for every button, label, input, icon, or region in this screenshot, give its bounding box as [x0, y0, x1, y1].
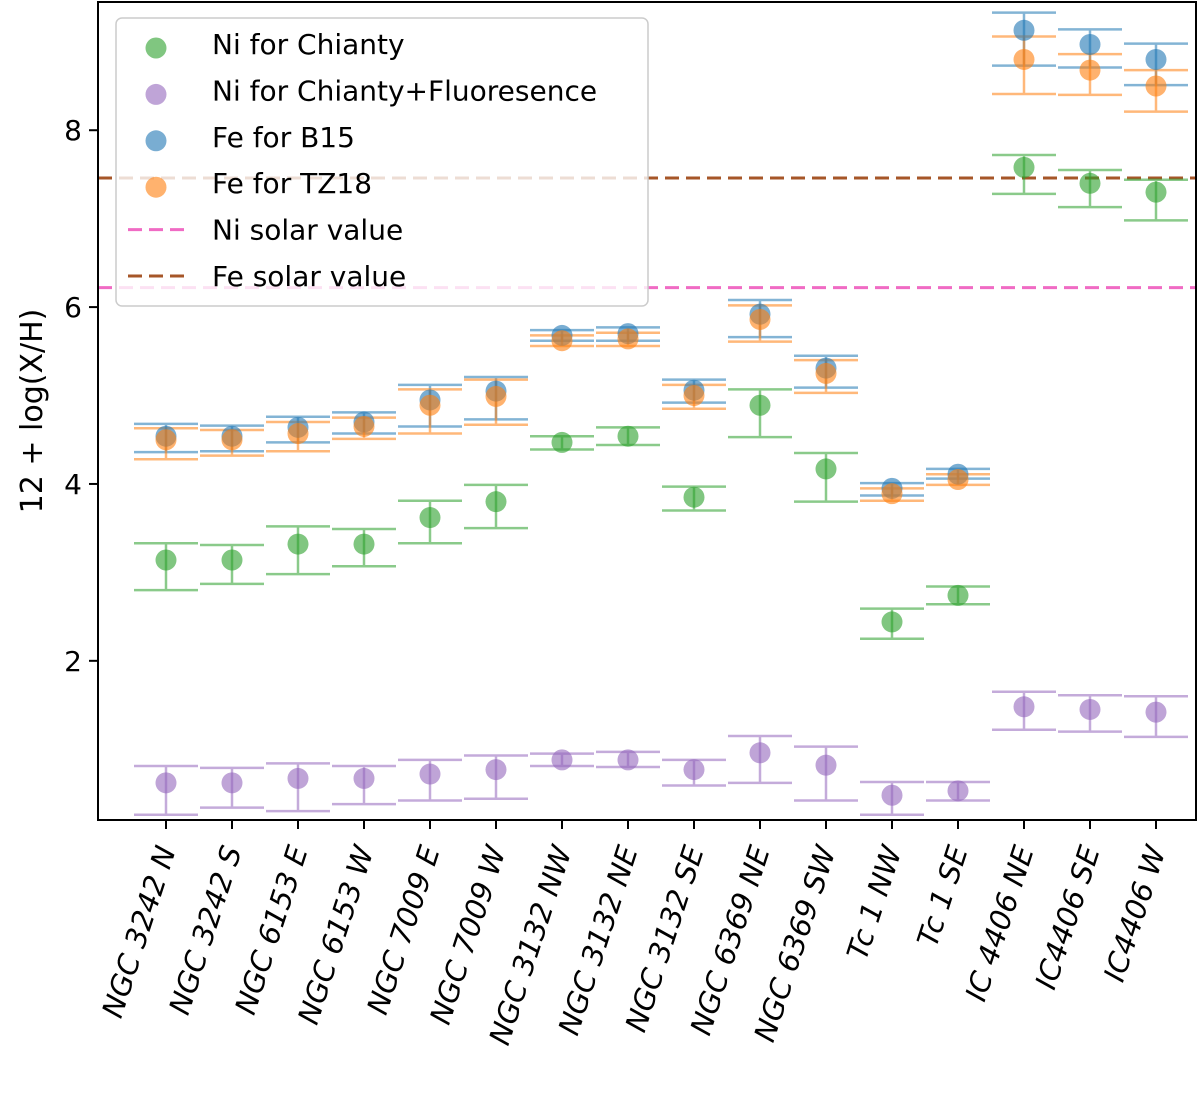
data-point-s0-0 [155, 549, 177, 571]
legend-marker [145, 37, 167, 59]
data-point-s3-11 [881, 483, 903, 505]
legend-marker [145, 130, 167, 152]
data-point-s0-3 [353, 533, 375, 555]
y-tick-label: 2 [64, 645, 82, 678]
data-point-s1-0 [155, 772, 177, 794]
legend-item-4: Ni solar value [128, 214, 403, 247]
data-point-s3-14 [1079, 59, 1101, 81]
data-point-s0-14 [1079, 172, 1101, 194]
y-axis-ticks: 2 4 6 8 [64, 114, 98, 678]
data-point-s0-10 [815, 458, 837, 480]
data-point-s2-15 [1145, 48, 1167, 70]
data-point-s3-1 [221, 429, 243, 451]
legend-label: Fe solar value [212, 260, 406, 293]
data-point-s0-9 [749, 394, 771, 416]
data-point-s3-7 [617, 328, 639, 350]
data-point-s3-12 [947, 469, 969, 491]
data-points [155, 19, 1167, 806]
data-point-s3-6 [551, 330, 573, 352]
data-point-s3-15 [1145, 75, 1167, 97]
data-point-s0-2 [287, 533, 309, 555]
data-point-s0-12 [947, 584, 969, 606]
legend-marker [145, 176, 167, 198]
data-point-s0-15 [1145, 181, 1167, 203]
legend-item-5: Fe solar value [128, 260, 406, 293]
legend-label: Fe for B15 [212, 121, 355, 154]
data-point-s1-15 [1145, 701, 1167, 723]
x-tick-label: IC4406 SE [1028, 841, 1106, 993]
data-point-s3-8 [683, 385, 705, 407]
legend-item-1: Ni for Chianty+Fluoresence [145, 74, 597, 107]
data-point-s3-5 [485, 385, 507, 407]
y-tick-label: 6 [64, 291, 82, 324]
data-point-s2-13 [1013, 19, 1035, 41]
data-point-s3-4 [419, 394, 441, 416]
data-point-s1-11 [881, 784, 903, 806]
y-tick-label: 8 [64, 114, 82, 147]
data-point-s0-13 [1013, 156, 1035, 178]
data-point-s1-13 [1013, 696, 1035, 718]
data-point-s3-13 [1013, 48, 1035, 70]
data-point-s1-12 [947, 780, 969, 802]
data-point-s3-0 [155, 429, 177, 451]
data-point-s1-5 [485, 759, 507, 781]
data-point-s3-3 [353, 415, 375, 437]
data-point-s1-2 [287, 767, 309, 789]
legend-item-3: Fe for TZ18 [145, 167, 372, 200]
legend-label: Ni solar value [212, 214, 403, 247]
data-point-s1-1 [221, 772, 243, 794]
data-point-s0-5 [485, 491, 507, 513]
data-point-s1-8 [683, 759, 705, 781]
data-point-s1-7 [617, 749, 639, 771]
legend-item-2: Fe for B15 [145, 121, 355, 154]
data-point-s3-10 [815, 362, 837, 384]
legend-item-0: Ni for Chianty [145, 28, 405, 61]
data-point-s3-9 [749, 308, 771, 330]
plot-frame [97, 1, 1197, 821]
data-point-s2-14 [1079, 33, 1101, 55]
data-point-s1-4 [419, 763, 441, 785]
data-point-s0-4 [419, 507, 441, 529]
legend-marker [145, 83, 167, 105]
data-point-s0-1 [221, 549, 243, 571]
x-tick-label: Tc 1 NW [840, 840, 909, 963]
legend-label: Ni for Chianty+Fluoresence [212, 74, 597, 107]
data-point-s1-9 [749, 742, 771, 764]
x-tick-label: Tc 1 SE [910, 841, 975, 951]
data-point-s1-6 [551, 749, 573, 771]
data-point-s1-14 [1079, 698, 1101, 720]
y-axis-label: 12 + log(X/H) [15, 309, 50, 514]
legend-frame [115, 17, 649, 307]
data-point-s0-8 [683, 486, 705, 508]
x-tick-label: IC4406 W [1097, 840, 1173, 985]
data-point-s3-2 [287, 423, 309, 445]
data-point-s0-7 [617, 425, 639, 447]
data-point-s1-10 [815, 754, 837, 776]
data-point-s0-11 [881, 611, 903, 633]
y-tick-label: 4 [64, 468, 82, 501]
data-point-s0-6 [551, 431, 573, 453]
legend-label: Ni for Chianty [212, 28, 405, 61]
legend: Ni for Chianty Ni for Chianty+Fluoresence… [115, 17, 649, 307]
legend-label: Fe for TZ18 [212, 167, 372, 200]
data-point-s1-3 [353, 767, 375, 789]
